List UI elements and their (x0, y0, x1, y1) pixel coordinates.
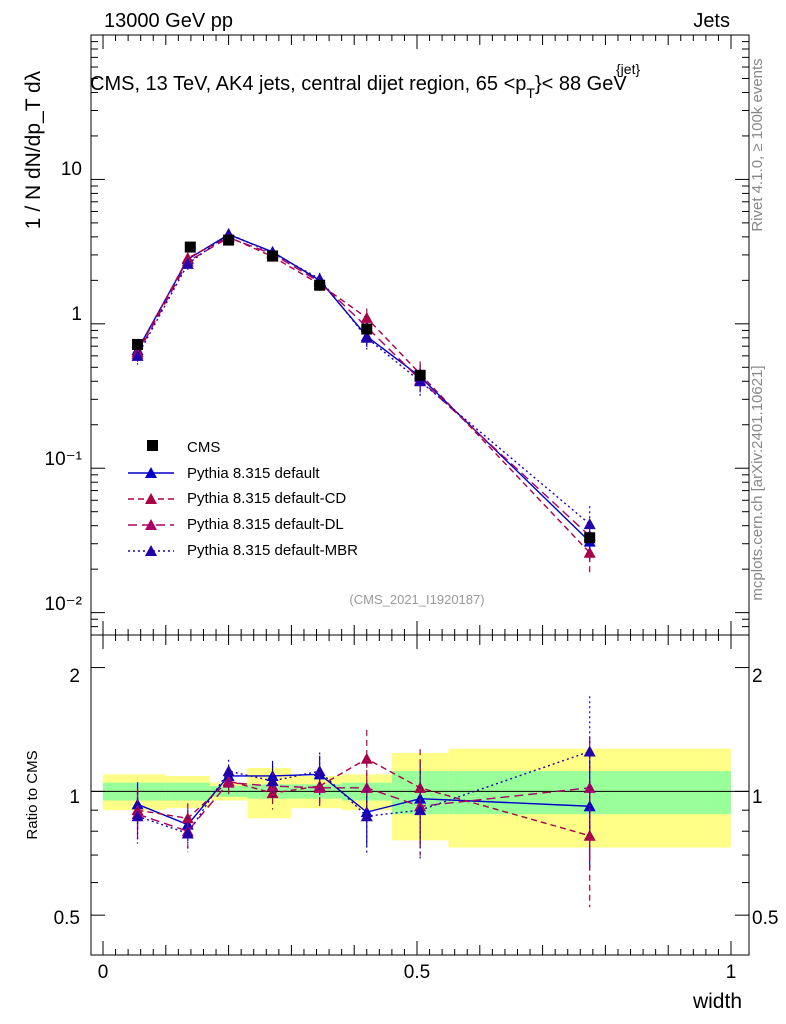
cms-data-point (267, 250, 279, 262)
plot-title-superscript: {jet} (616, 61, 640, 77)
y-tick-label-0.1: 10⁻¹ (45, 449, 83, 470)
ratio-tick-0.5-right: 0.5 (752, 908, 778, 929)
mcplots-label: mcplots.cern.ch [arXiv:2401.10621] (749, 365, 766, 600)
analysis-tag: (CMS_2021_I1920187) (349, 592, 484, 607)
ratio-plot-frame (90, 634, 750, 956)
cms-data-point (184, 241, 196, 253)
series-point-main (181, 257, 194, 269)
main-y-axis-label-text: 1 / N dN/dp_T dλ (22, 70, 45, 229)
cms-data-point (132, 338, 144, 350)
cms-data-point (584, 532, 596, 544)
main-y-axis-label: 1 / N dN/dp_T dλ (22, 70, 45, 229)
series-line-main (136, 233, 591, 525)
plot-title-tail: }< 88 GeV (535, 73, 627, 95)
plot-title-sub: T (526, 85, 535, 101)
series-line-ratio (137, 773, 590, 826)
series-point-ratio (222, 765, 235, 777)
header-right: Jets (693, 10, 730, 32)
x-axis-label: width (692, 990, 742, 1013)
ratio-tick-1-right: 1 (752, 787, 763, 808)
series-point-ratio (360, 810, 373, 822)
cms-data-point (361, 323, 373, 335)
ratio-y-axis-label: Ratio to CMS (24, 750, 41, 839)
series-line-main (136, 236, 591, 554)
series-point-ratio (583, 745, 596, 757)
y-tick-label-1: 1 (71, 304, 82, 325)
series-line-main (136, 236, 591, 537)
header-left: 13000 GeV pp (104, 10, 233, 32)
series-point-ratio (181, 827, 194, 839)
legend-label-mbr: Pythia 8.315 default-MBR (187, 542, 358, 559)
series-point-main (583, 518, 596, 530)
series-point-main (131, 349, 144, 361)
series-point-ratio (360, 752, 373, 764)
x-tick-label-0.5: 0.5 (404, 962, 430, 983)
y-tick-label-10: 10 (61, 159, 82, 180)
cms-data-point (314, 279, 326, 291)
series-point-ratio (313, 781, 326, 793)
series-point-ratio (313, 765, 326, 777)
main-y-tick-labels: 10 1 10⁻¹ 10⁻² (45, 159, 83, 615)
ratio-y-tick-labels: 2 1 0.5 2 1 0.5 (54, 666, 779, 929)
axis-ticks (91, 34, 749, 955)
y-tick-label-0.01: 10⁻² (45, 594, 83, 615)
cms-data-point (414, 369, 426, 381)
ratio-tick-0.5-left: 0.5 (54, 908, 80, 929)
legend-marker-default (145, 467, 157, 478)
legend-marker-dl (145, 519, 157, 530)
series-point-ratio (266, 774, 279, 786)
series-line-ratio (137, 750, 590, 835)
legend: CMS Pythia 8.315 default Pythia 8.315 de… (128, 439, 358, 559)
series-point-main (360, 311, 373, 323)
legend-label-default: Pythia 8.315 default (187, 465, 320, 482)
legend-label-cms: CMS (187, 439, 220, 456)
main-series-layer (131, 227, 596, 576)
legend-label-dl: Pythia 8.315 default-DL (187, 516, 344, 533)
plot-title: CMS, 13 TeV, AK4 jets, central dijet reg… (90, 73, 627, 101)
series-point-ratio (222, 776, 235, 788)
ratio-series-layer (131, 696, 596, 908)
legend-marker-mbr (145, 545, 157, 556)
legend-marker-cms (147, 440, 158, 451)
x-tick-label-0: 0 (98, 962, 109, 983)
ratio-tick-2-left: 2 (69, 666, 80, 687)
series-point-main (360, 331, 373, 343)
series-line-ratio (137, 757, 590, 837)
ratio-tick-2-right: 2 (752, 666, 763, 687)
cms-data-point (223, 234, 235, 246)
x-tick-labels: 0 0.5 1 (98, 962, 737, 983)
rivet-label: Rivet 4.1.0, ≥ 100k events (749, 58, 766, 231)
ratio-tick-1-left: 1 (69, 787, 80, 808)
legend-label-cd: Pythia 8.315 default-CD (187, 490, 346, 507)
series-point-ratio (414, 804, 427, 816)
x-tick-label-1: 1 (726, 962, 737, 983)
series-point-ratio (131, 810, 144, 822)
plot-title-main: CMS, 13 TeV, AK4 jets, central dijet reg… (90, 73, 526, 95)
legend-marker-cd (145, 493, 157, 504)
